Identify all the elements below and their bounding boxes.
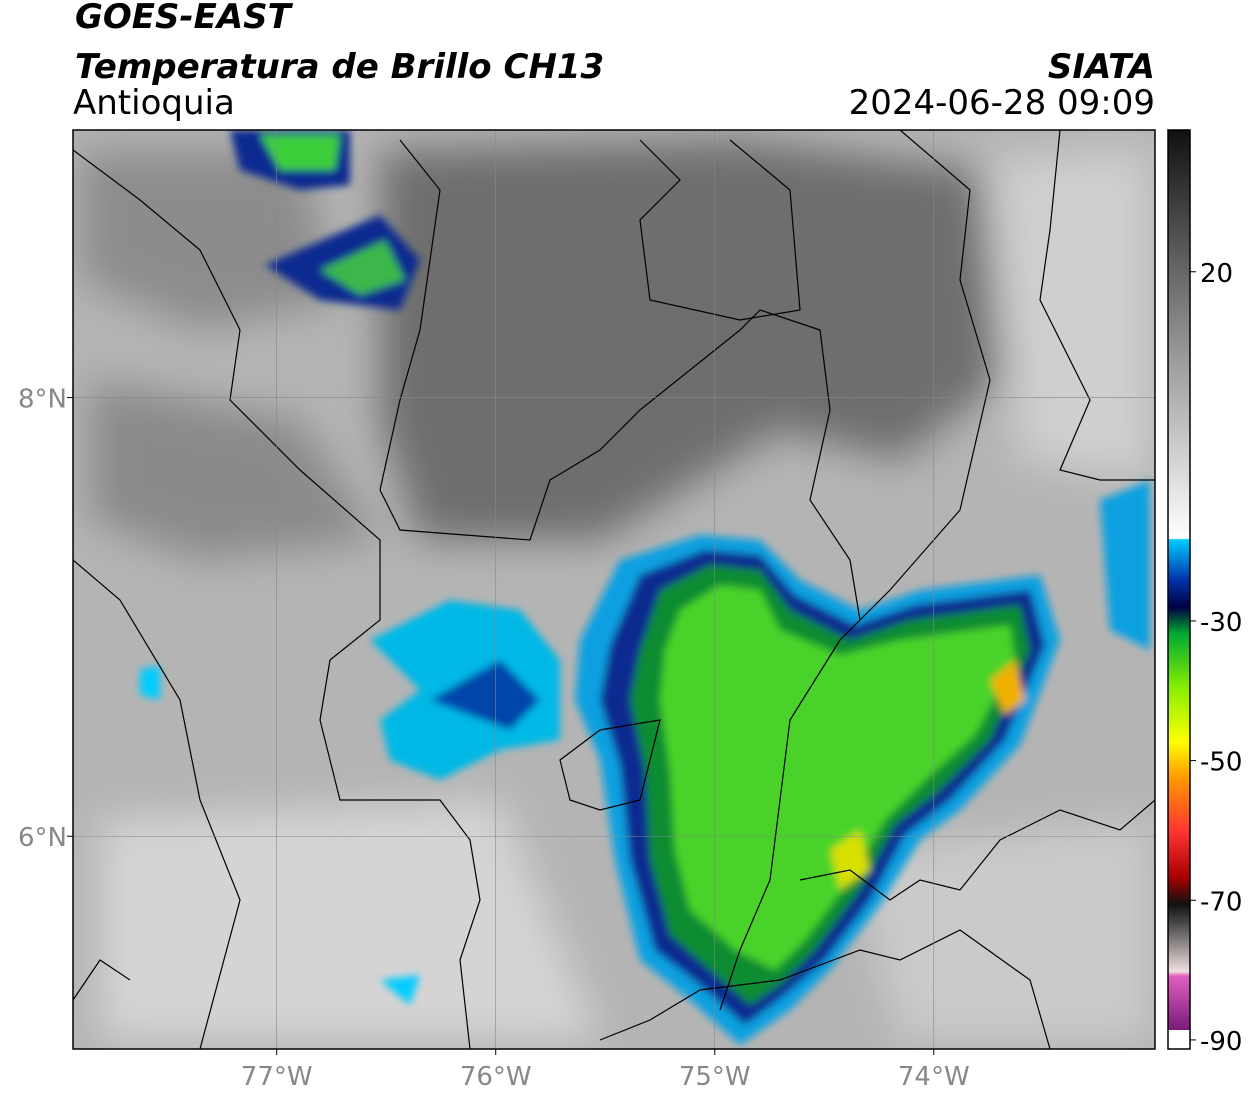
satellite-image <box>73 130 1155 1049</box>
source: SIATA <box>1048 47 1155 87</box>
x-tick-label: 75°W <box>679 1062 751 1092</box>
y-tick-label: 8°N <box>18 385 67 415</box>
x-tick-label: 76°W <box>460 1062 532 1092</box>
colorbar-tick-label: -50 <box>1200 748 1242 778</box>
y-tick-label: 6°N <box>18 823 67 853</box>
x-tick-label: 74°W <box>898 1062 970 1092</box>
subtitle: Temperatura de Brillo CH13 <box>75 47 604 87</box>
colorbar-tick-label: -70 <box>1200 887 1242 917</box>
colorbar-tick-label: 20 <box>1200 259 1233 289</box>
region: Antioquia <box>73 83 235 123</box>
title: GOES-EAST <box>75 0 294 37</box>
colorbar-frame <box>1167 129 1191 1050</box>
datetime: 2024-06-28 09:09 <box>849 83 1155 123</box>
x-tick-label: 77°W <box>241 1062 313 1092</box>
colorbar-tick-label: -90 <box>1200 1027 1242 1057</box>
colorbar-tick-label: -30 <box>1200 608 1242 638</box>
colorbar-under <box>1168 1030 1190 1049</box>
colorbar <box>1168 130 1190 1030</box>
map-frame <box>72 129 1156 1050</box>
graticule <box>73 130 1155 1049</box>
